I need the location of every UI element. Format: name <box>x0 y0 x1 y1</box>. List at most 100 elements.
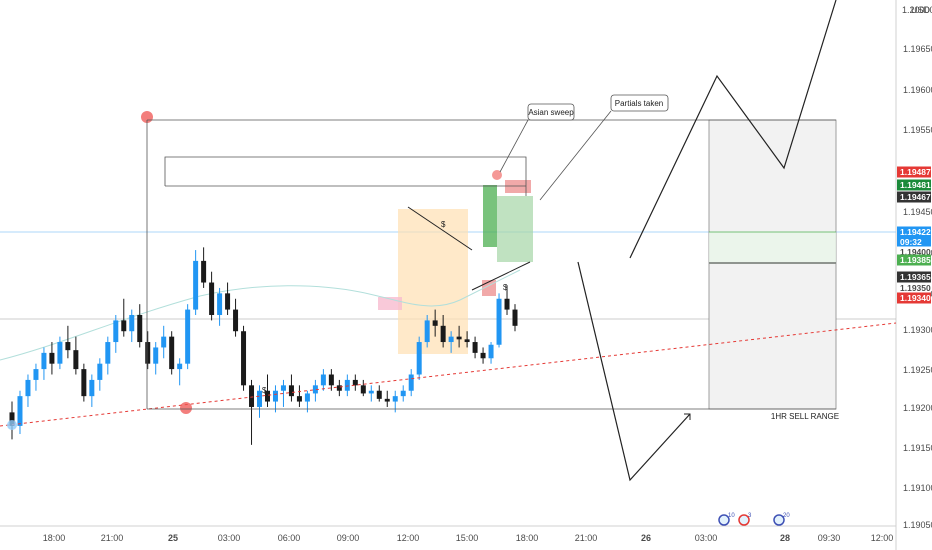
candle[interactable] <box>296 385 302 407</box>
x-tick-label: 06:00 <box>278 533 301 543</box>
candle[interactable] <box>113 314 119 353</box>
candle[interactable] <box>33 363 39 391</box>
candle[interactable] <box>57 336 63 370</box>
asian-sweep-callout[interactable]: Asian sweep <box>527 103 575 121</box>
event-icon[interactable]: 3 <box>738 513 752 526</box>
candle[interactable] <box>344 374 350 397</box>
candle[interactable] <box>336 379 342 397</box>
candle-body <box>145 342 151 364</box>
candle[interactable] <box>225 282 231 315</box>
y-tick-label: 1.19450 <box>903 207 932 217</box>
candle[interactable] <box>97 358 103 391</box>
candle[interactable] <box>504 285 510 315</box>
price-tag-label: 1.19385 <box>900 255 931 265</box>
y-tick-label: 1.20000 <box>902 5 932 15</box>
sell-range-box <box>708 119 837 410</box>
candle[interactable] <box>400 385 406 402</box>
candle[interactable] <box>129 309 135 343</box>
candle[interactable] <box>233 298 239 337</box>
candle[interactable] <box>121 298 127 337</box>
candle[interactable] <box>41 347 47 380</box>
candle-body <box>49 352 55 364</box>
candle[interactable] <box>472 336 478 359</box>
candle[interactable] <box>440 314 446 348</box>
zones-layer <box>378 119 837 410</box>
candle-body <box>185 309 191 364</box>
event-icon[interactable]: 20 <box>773 513 790 526</box>
partials-taken-callout[interactable]: Partials taken <box>610 94 669 112</box>
candle[interactable] <box>360 379 366 397</box>
candle-body <box>352 379 358 386</box>
event-flag <box>773 514 785 526</box>
candle-body <box>384 398 390 402</box>
candle[interactable] <box>384 390 390 407</box>
event-icon[interactable]: 10 <box>718 513 735 526</box>
candle[interactable] <box>496 293 502 348</box>
low-marker <box>7 420 17 430</box>
y-tick-label: 1.19200 <box>903 403 932 413</box>
candle-body <box>504 298 510 310</box>
candle[interactable] <box>193 250 199 315</box>
price-tag-bg <box>897 271 931 283</box>
candle[interactable] <box>25 374 31 407</box>
candle[interactable] <box>145 331 151 370</box>
x-tick-label: 15:00 <box>456 533 479 543</box>
candle-body <box>488 344 494 359</box>
candle[interactable] <box>249 379 255 445</box>
candle[interactable] <box>464 331 470 348</box>
candle[interactable] <box>49 342 55 375</box>
candle[interactable] <box>17 390 23 435</box>
partials-taken-label: Partials taken <box>615 99 663 108</box>
candle-body <box>416 342 422 375</box>
candle[interactable] <box>448 331 454 353</box>
time-axis[interactable]: 18:00 21:00 25 03:00 06:00 09:00 12:00 15:00 18:… <box>43 533 894 543</box>
candle[interactable] <box>73 336 79 375</box>
candle[interactable] <box>241 325 247 391</box>
candle[interactable] <box>89 374 95 407</box>
candle[interactable] <box>169 331 175 375</box>
candle[interactable] <box>280 379 286 407</box>
candle[interactable] <box>288 374 294 402</box>
candle[interactable] <box>201 247 207 288</box>
candle[interactable] <box>416 336 422 380</box>
candle[interactable] <box>352 374 358 391</box>
candle-body <box>257 390 263 407</box>
candle[interactable] <box>177 358 183 386</box>
candle[interactable] <box>105 336 111 375</box>
candle[interactable] <box>217 287 223 326</box>
candles-layer[interactable] <box>9 247 518 445</box>
price-tag: 1.19422 <box>897 226 931 238</box>
partials-pointer <box>539 110 612 201</box>
economic-events[interactable]: 10 3 20 <box>718 513 790 526</box>
candle[interactable] <box>272 385 278 413</box>
low-dollar-label: $ <box>503 283 508 292</box>
candle[interactable] <box>376 385 382 402</box>
candle[interactable] <box>137 304 143 348</box>
candle[interactable] <box>456 325 462 348</box>
candle[interactable] <box>424 314 430 348</box>
x-tick-label: 18:00 <box>43 533 66 543</box>
candle[interactable] <box>257 385 263 418</box>
candle-body <box>177 363 183 370</box>
candle[interactable] <box>81 363 87 402</box>
candle[interactable] <box>185 304 191 370</box>
candle[interactable] <box>65 325 71 359</box>
candle[interactable] <box>161 325 167 359</box>
candle[interactable] <box>320 369 326 391</box>
candle[interactable] <box>328 369 334 391</box>
candle-body <box>153 347 159 364</box>
candle[interactable] <box>312 379 318 402</box>
candle-body <box>496 298 502 345</box>
candle[interactable] <box>264 374 270 407</box>
candle-body <box>400 390 406 397</box>
candle[interactable] <box>209 271 215 321</box>
candle[interactable] <box>488 342 494 364</box>
candle[interactable] <box>153 342 159 375</box>
sell-range-label: 1HR SELL RANGE <box>771 412 839 421</box>
candle[interactable] <box>368 385 374 402</box>
candle[interactable] <box>408 369 414 397</box>
candle[interactable] <box>432 309 438 337</box>
candle-body <box>320 374 326 386</box>
candle[interactable] <box>512 304 518 332</box>
candle[interactable] <box>480 347 486 364</box>
